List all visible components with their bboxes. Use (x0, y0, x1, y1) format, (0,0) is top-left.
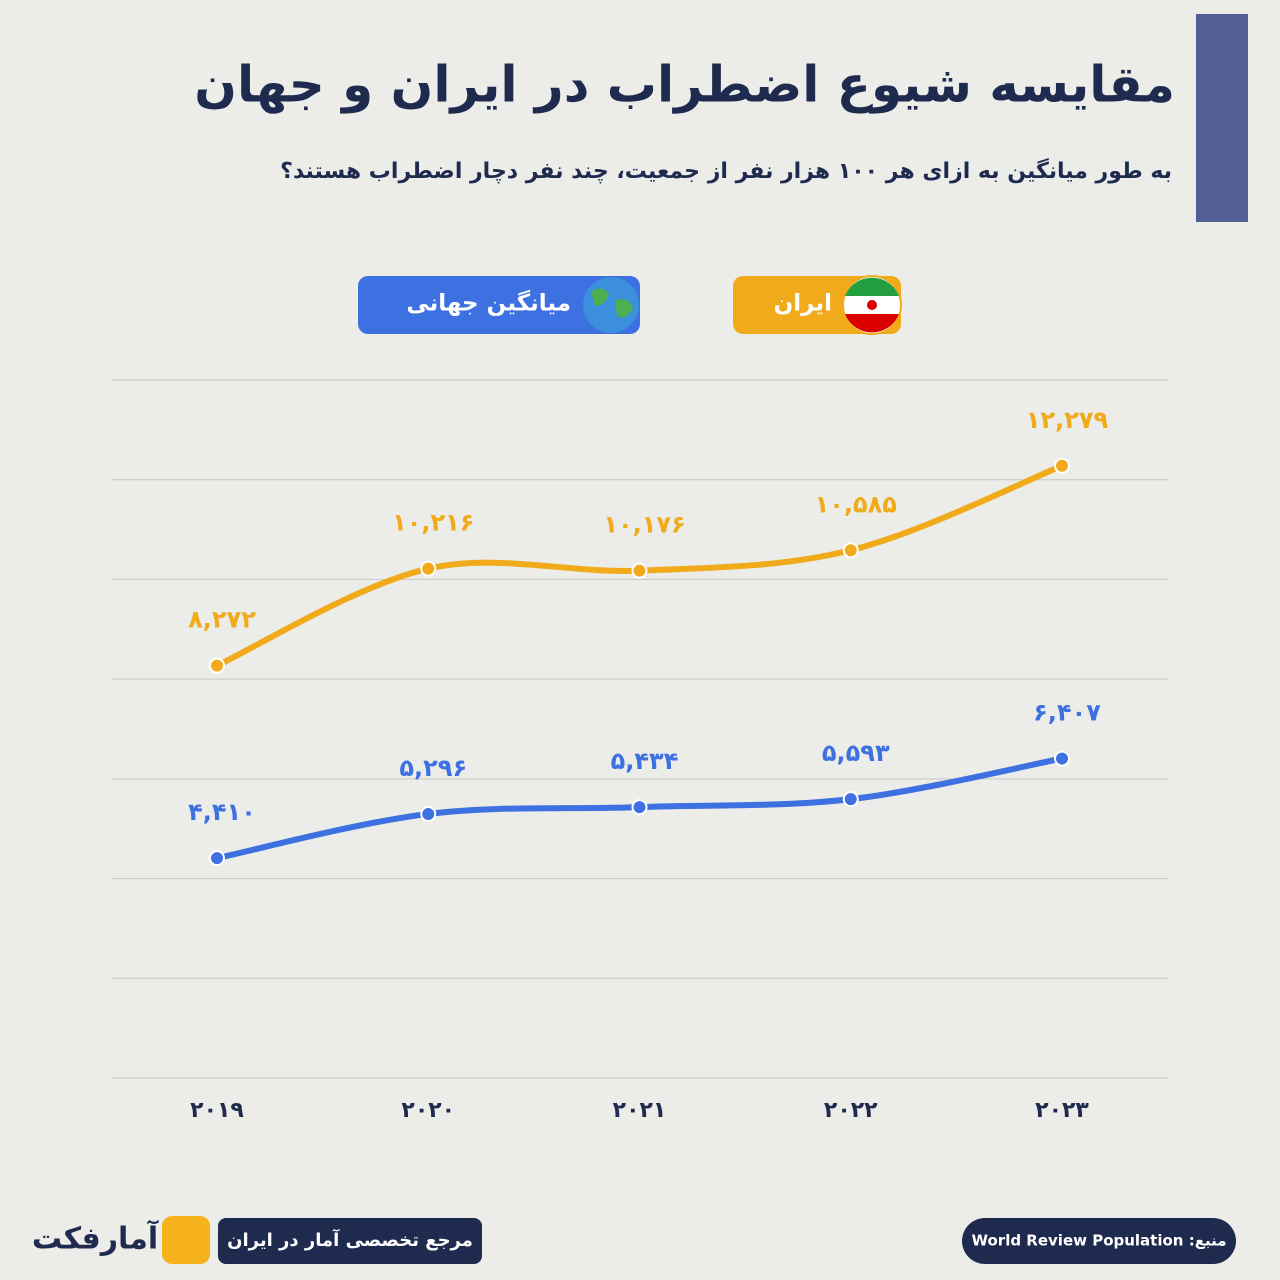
legend-swatch (358, 276, 640, 334)
x-tick-label: ۲۰۲۲ (824, 1098, 878, 1123)
logo: آمارفکت (32, 1220, 159, 1257)
data-point (842, 542, 859, 559)
x-tick-label: ۲۰۲۳ (1035, 1098, 1089, 1123)
legend-icon (842, 275, 902, 335)
data-point (631, 562, 648, 579)
data-point (420, 560, 437, 577)
data-point (842, 791, 859, 808)
data-point (420, 805, 437, 822)
footer: آمارفکت مرجع تخصصی آمار در ایران منبع: W… (32, 1216, 1236, 1264)
data-point (209, 850, 225, 867)
x-tick-label: ۲۰۲۰ (401, 1098, 455, 1123)
data-label: ۴,۴۱۰ (188, 798, 256, 826)
logo-icon (162, 1216, 210, 1264)
data-label: ۶,۴۰۷ (1033, 699, 1101, 727)
data-point (209, 657, 225, 674)
data-point (631, 799, 648, 816)
legend-label: میانگین جهانی (406, 290, 571, 317)
x-tick-label: ۲۰۱۹ (190, 1098, 244, 1123)
legend-label: ایران (774, 291, 832, 317)
flag-emblem (867, 300, 877, 310)
legend: ایران میانگین جهانی (358, 275, 902, 335)
globe-land (591, 288, 633, 318)
legend-icon (583, 277, 639, 333)
chart-title: مقایسه شیوع اضطراب در ایران و جهان (194, 56, 1175, 115)
data-label: ۵,۴۳۴ (611, 747, 679, 775)
data-point (1054, 457, 1070, 474)
data-point (1054, 750, 1070, 767)
source-box (962, 1218, 1236, 1264)
data-label: ۱۰,۲۱۶ (392, 509, 474, 537)
data-label: ۸,۲۷۲ (188, 606, 256, 634)
flag-green (845, 277, 899, 296)
tagline-box (218, 1218, 482, 1264)
data-label: ۵,۵۹۳ (822, 739, 890, 767)
data-label: ۱۰,۵۸۵ (815, 490, 897, 518)
x-tick-label: ۲۰۲۱ (613, 1098, 667, 1123)
accent-bar (1196, 14, 1248, 222)
flag-red (845, 314, 899, 333)
chart-subtitle: به طور میانگین به ازای هر ۱۰۰ هزار نفر ا… (280, 157, 1172, 184)
data-label: ۵,۲۹۶ (399, 754, 467, 782)
data-label: ۱۰,۱۷۶ (603, 511, 685, 539)
data-label: ۱۲,۲۷۹ (1026, 406, 1109, 434)
tagline: مرجع تخصصی آمار در ایران (227, 1228, 473, 1251)
source: منبع: World Review Population (971, 1232, 1226, 1250)
plot-area: ۲۰۱۹ ۲۰۲۰ ۲۰۲۱ ۲۰۲۲ ۲۰۲۳ ۸,۲۷۲ ۱۰,۲۱۶ ۱۰,۱۷۶ ۱۰,… (112, 379, 1168, 1123)
